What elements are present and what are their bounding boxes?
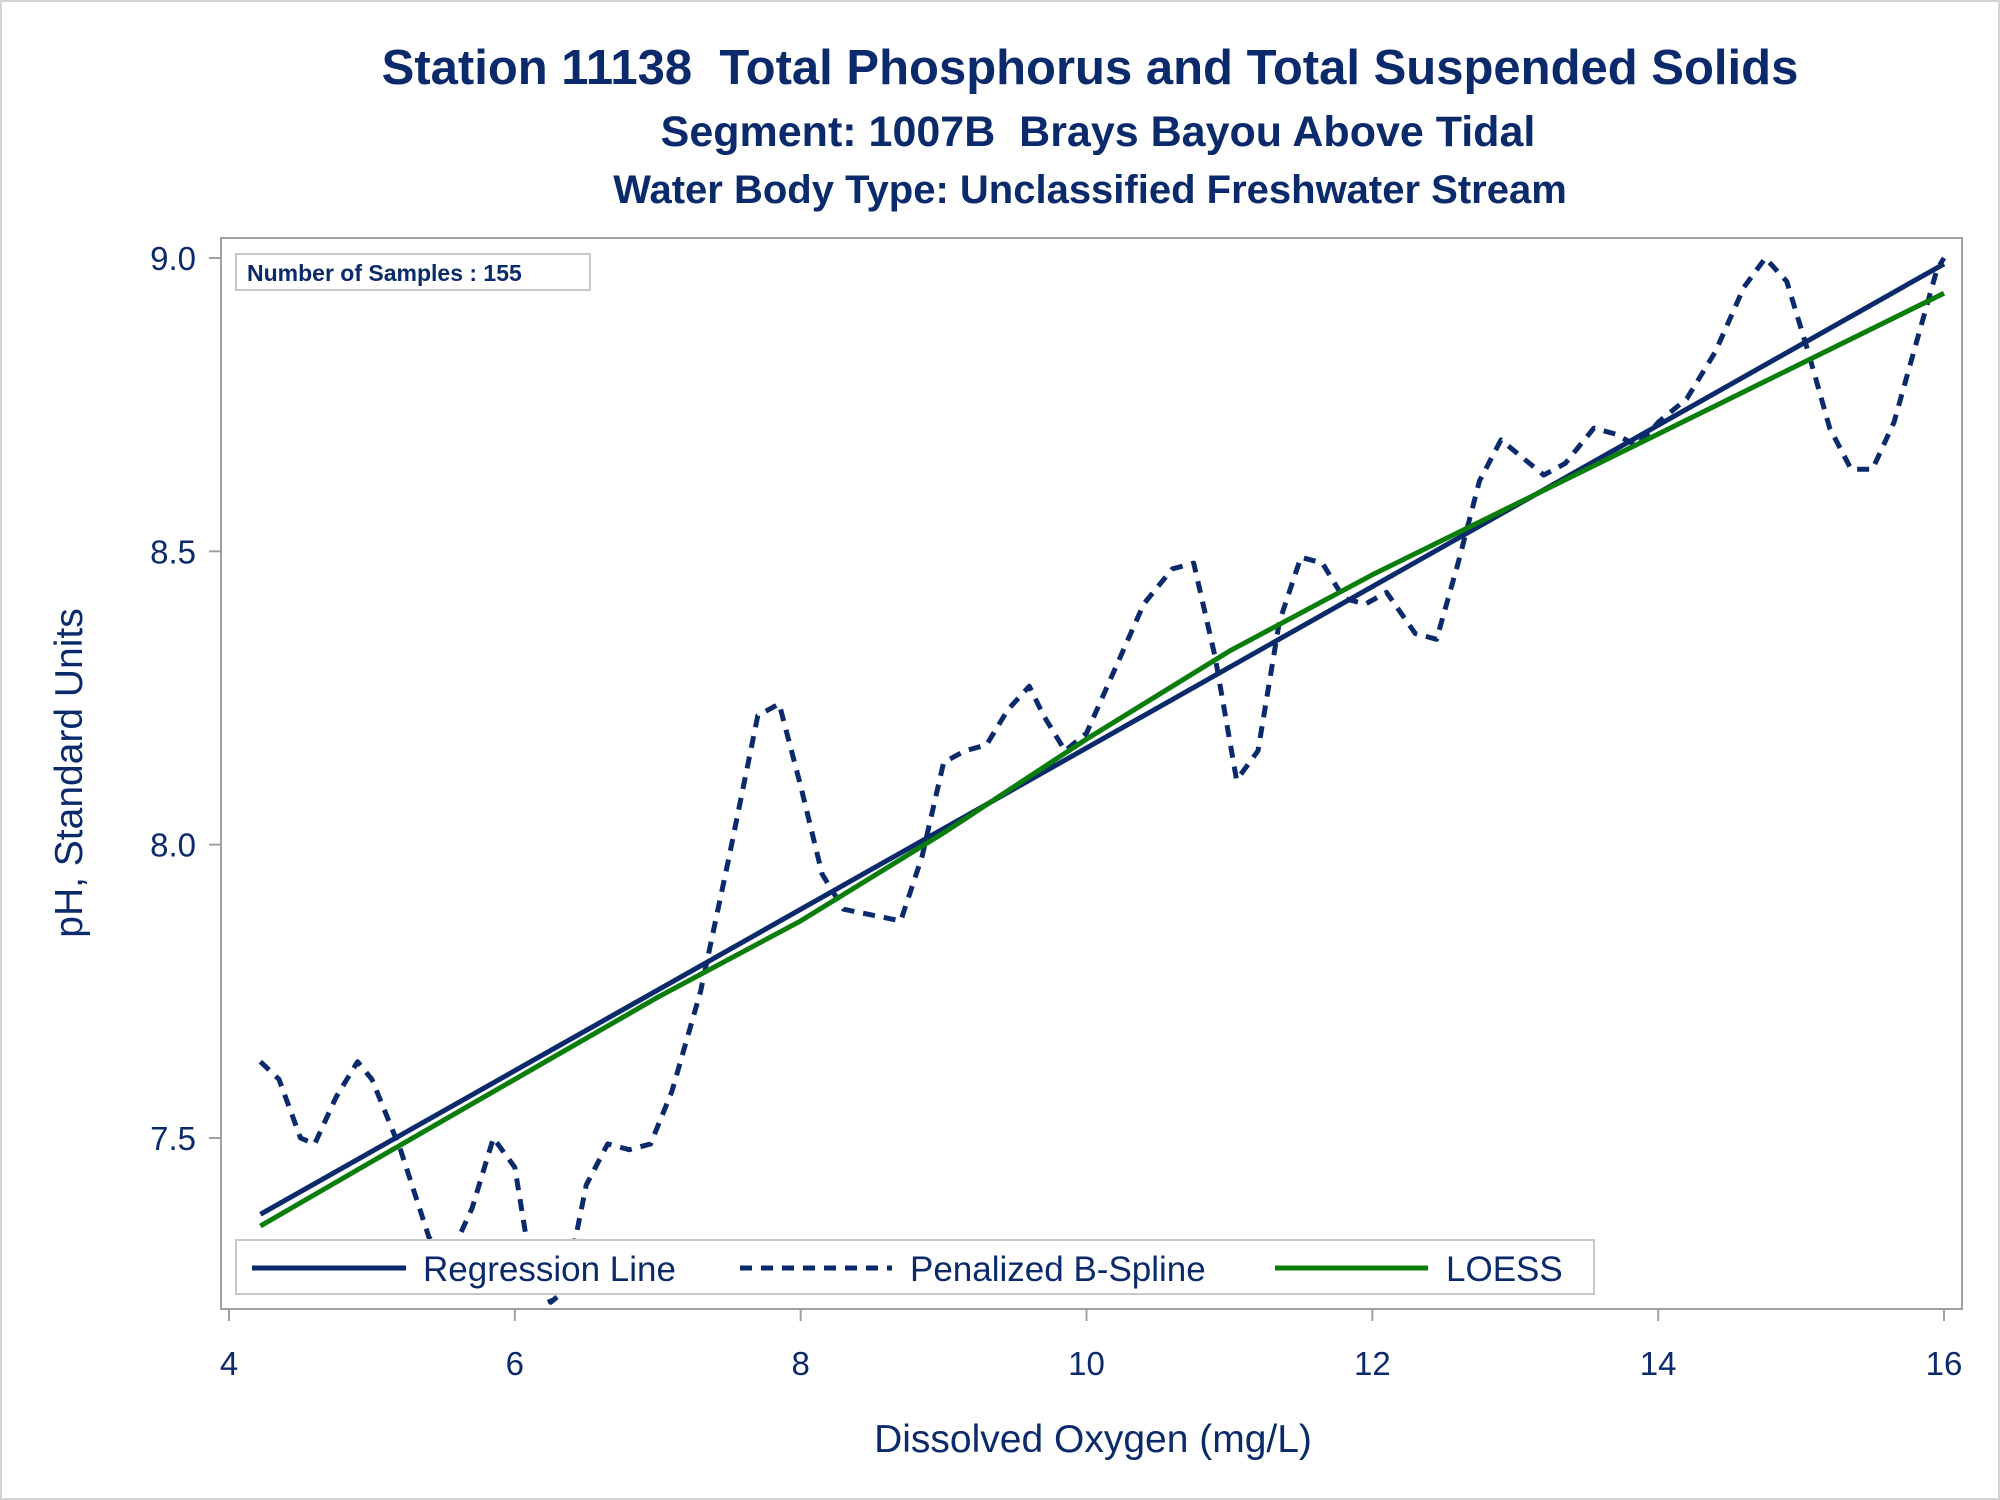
legend-label-regression: Regression Line xyxy=(423,1250,676,1289)
legend: Regression Line Penalized B-Spline LOESS xyxy=(235,1239,1595,1295)
regression-line xyxy=(259,261,1946,1217)
sample-count-label: Number of Samples : 155 xyxy=(247,260,522,286)
x-axis: 4 6 8 10 12 14 16 xyxy=(220,1308,1963,1382)
legend-label-loess: LOESS xyxy=(1446,1250,1563,1289)
x-tick-label: 4 xyxy=(220,1345,238,1382)
y-tick-label: 7.5 xyxy=(150,1120,196,1157)
series-layer xyxy=(258,255,1947,1305)
y-axis: 7.5 8.0 8.5 9.0 xyxy=(150,238,222,1309)
x-tick-label: 12 xyxy=(1354,1345,1391,1382)
x-tick-label: 10 xyxy=(1068,1345,1105,1382)
chart-subtitle-water-body: Water Body Type: Unclassified Freshwater… xyxy=(613,168,1567,212)
legend-label-spline: Penalized B-Spline xyxy=(910,1250,1206,1289)
y-tick-label: 8.0 xyxy=(150,827,196,864)
x-tick-label: 14 xyxy=(1640,1345,1677,1382)
x-axis-label: Dissolved Oxygen (mg/L) xyxy=(874,1418,1312,1461)
x-tick-label: 16 xyxy=(1926,1345,1963,1382)
loess-line xyxy=(259,290,1946,1229)
y-tick-label: 9.0 xyxy=(150,240,196,277)
penalized-b-spline-line xyxy=(258,255,1947,1305)
sample-count-inset: Number of Samples : 155 xyxy=(235,253,591,291)
y-tick-label: 8.5 xyxy=(150,533,196,570)
chart-subtitle-segment: Segment: 1007B Brays Bayou Above Tidal xyxy=(660,108,1536,156)
x-tick-label: 8 xyxy=(791,1345,809,1382)
x-tick-label: 6 xyxy=(506,1345,524,1382)
chart-title: Station 11138 Total Phosphorus and Total… xyxy=(381,41,1799,95)
y-axis-label: pH, Standard Units xyxy=(48,608,91,938)
